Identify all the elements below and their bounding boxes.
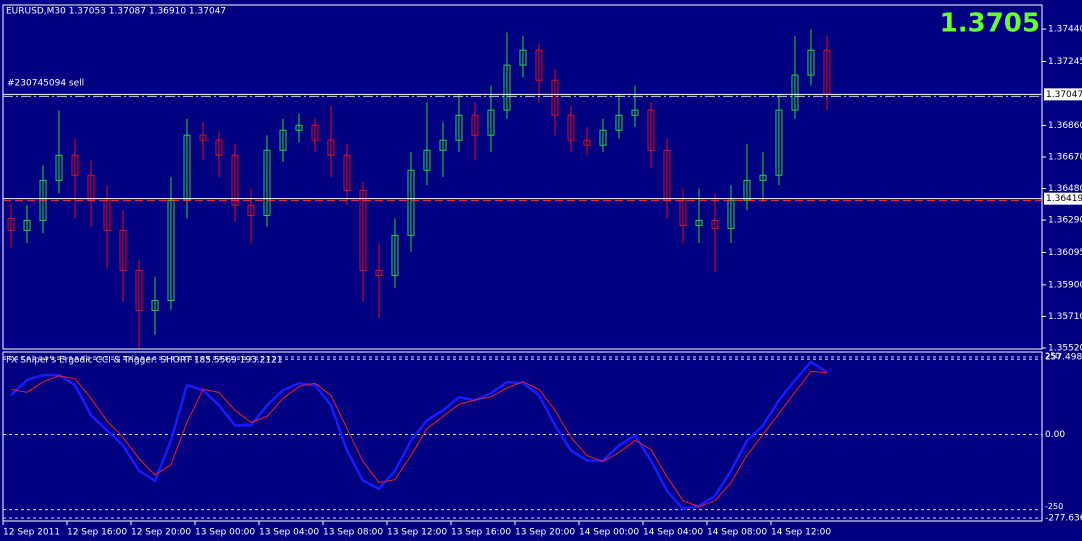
candle-body [231, 154, 239, 206]
x-tick-label: 13 Sep 16:00 [451, 528, 511, 538]
candle-body [695, 219, 703, 226]
candle-body [327, 139, 335, 156]
candle-body [791, 74, 799, 111]
candle-body [151, 299, 159, 311]
candle-body [279, 129, 287, 151]
candle-body [375, 269, 383, 276]
candle-body [167, 199, 175, 301]
y-tick-label: 1.37245 [1048, 57, 1082, 67]
indicator-line [10, 370, 828, 508]
candle-body [743, 179, 751, 201]
candle-body [423, 149, 431, 171]
candle-body [503, 64, 511, 111]
candle-body [775, 109, 783, 176]
y-tick-label: -277.636 [1045, 514, 1082, 524]
price-tag-label: 1.37047 [1046, 90, 1082, 100]
level-label: -250 [1045, 502, 1063, 511]
price-tag [1044, 192, 1082, 205]
candle-body [647, 109, 655, 151]
candle-body [23, 219, 31, 231]
x-tick-label: 13 Sep 00:00 [195, 528, 255, 538]
y-tick-label: 1.35710 [1048, 312, 1082, 322]
x-tick-label: 14 Sep 12:00 [771, 528, 831, 538]
x-tick-label: 13 Sep 12:00 [387, 528, 447, 538]
level-label: 250 [1045, 352, 1060, 361]
x-tick-label: 14 Sep 00:00 [579, 528, 639, 538]
x-tick-label: 14 Sep 08:00 [707, 528, 767, 538]
y-tick-label: 1.35520 [1048, 344, 1082, 354]
candle-body [471, 114, 479, 136]
candle-body [535, 49, 543, 81]
candle-body [7, 217, 15, 231]
price-label: 1.3705 [940, 9, 1040, 39]
candle-body [407, 169, 415, 236]
candle-body [487, 109, 495, 136]
candle-body [567, 114, 575, 141]
candle-body [247, 204, 255, 216]
candle-body [263, 149, 271, 216]
candle-body [311, 124, 319, 141]
price-tag [1044, 88, 1082, 101]
y-tick-label: 257.4985 [1045, 352, 1082, 362]
candle-body [199, 134, 207, 141]
x-tick-label: 12 Sep 2011 [3, 528, 60, 538]
candle-body [599, 129, 607, 146]
y-tick-label: 1.36480 [1048, 184, 1082, 194]
indicator-line [10, 360, 828, 511]
indicator-title: FX Sniper's Ergodic CCI & Trigger: SHORT… [6, 356, 283, 366]
candle-body [295, 124, 303, 131]
candle-body [807, 49, 815, 76]
y-tick-label: 1.36290 [1048, 216, 1082, 226]
x-tick-label: 12 Sep 16:00 [67, 528, 127, 538]
x-tick-label: 13 Sep 04:00 [259, 528, 319, 538]
candle-body [215, 139, 223, 156]
price-tag-label: 1.36419 [1046, 194, 1082, 204]
candle-body [711, 219, 719, 229]
y-tick-label: 1.37440 [1048, 25, 1082, 35]
candle-body [439, 139, 447, 151]
candle-body [615, 114, 623, 131]
order-label: #230745094 sell [7, 79, 84, 89]
x-tick-label: 13 Sep 20:00 [515, 528, 575, 538]
candle-body [583, 139, 591, 146]
y-tick-label: 1.35900 [1048, 280, 1082, 290]
chart-title: EURUSD,M30 1.37053 1.37087 1.36910 1.370… [6, 7, 226, 17]
x-tick-label: 12 Sep 20:00 [131, 528, 191, 538]
candle-body [519, 49, 527, 66]
y-tick-label: 1.36095 [1048, 248, 1082, 258]
y-tick-label: 1.36670 [1048, 152, 1082, 162]
candle-body [551, 79, 559, 116]
candle-body [455, 114, 463, 141]
candle-body [359, 189, 367, 271]
candle-body [759, 174, 767, 181]
x-tick-label: 13 Sep 08:00 [323, 528, 383, 538]
y-tick-label: 0.00 [1045, 430, 1065, 440]
indicator-frame [2, 351, 1043, 522]
candle-body [343, 154, 351, 191]
y-tick-label: 1.36860 [1048, 121, 1082, 131]
candle-body [119, 229, 127, 271]
candle-body [391, 234, 399, 276]
candle-body [631, 109, 639, 116]
candle-body [71, 154, 79, 176]
candle-body [135, 269, 143, 311]
price-frame [2, 4, 1043, 350]
candle-body [55, 154, 63, 181]
x-tick-label: 14 Sep 04:00 [643, 528, 703, 538]
